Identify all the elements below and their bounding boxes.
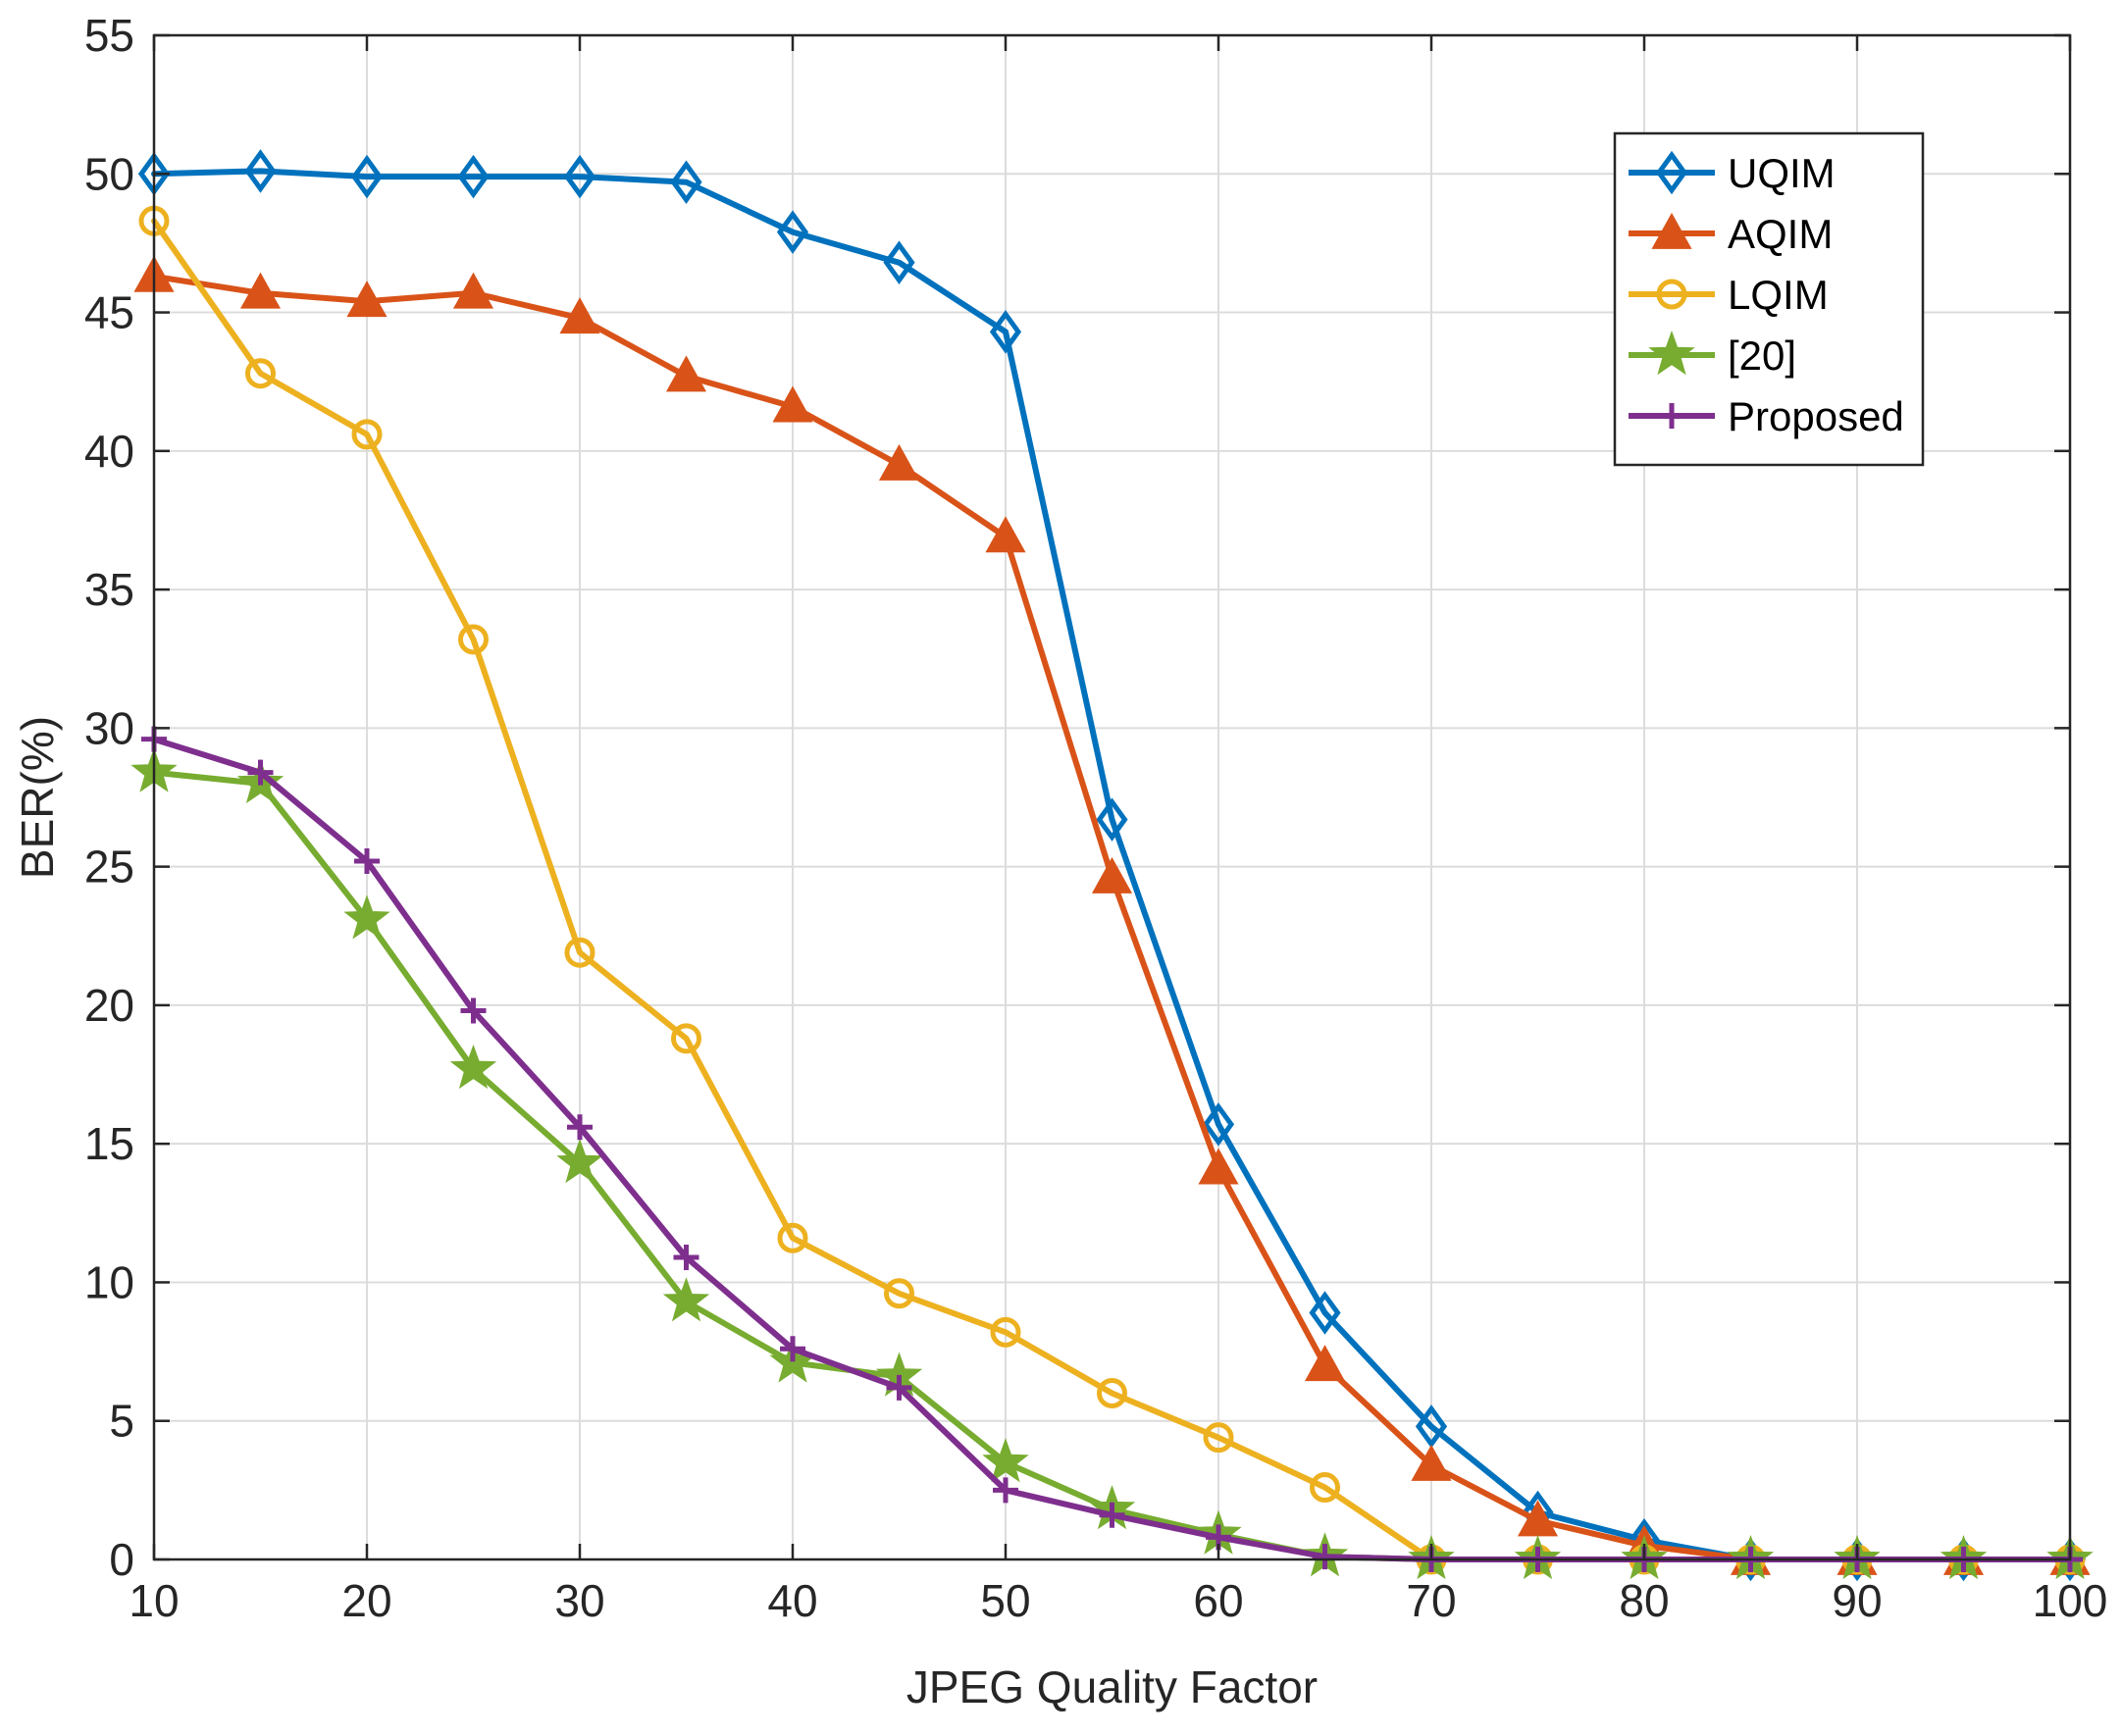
data-point-20 xyxy=(556,1139,603,1184)
y-tick-label: 5 xyxy=(109,1396,134,1447)
x-tick-label: 20 xyxy=(341,1575,391,1626)
y-tick-label: 15 xyxy=(84,1118,134,1169)
data-point-lqim xyxy=(1310,1472,1340,1504)
legend-marker-uqim xyxy=(1655,150,1688,195)
data-point-proposed xyxy=(567,1114,593,1141)
y-tick-label: 50 xyxy=(84,148,134,199)
data-point-aqim xyxy=(239,272,282,309)
data-point-lqim xyxy=(884,1278,914,1309)
y-tick-label: 20 xyxy=(84,980,134,1031)
data-point-20 xyxy=(982,1438,1029,1483)
data-point-lqim xyxy=(564,937,595,968)
data-point-aqim xyxy=(1517,1500,1559,1537)
data-point-uqim xyxy=(457,154,490,199)
data-point-uqim xyxy=(244,149,277,193)
legend-box xyxy=(1613,131,1925,467)
y-tick-label: 45 xyxy=(84,287,134,338)
axes-box xyxy=(152,33,2072,1561)
x-tick-label: 80 xyxy=(1619,1575,1669,1626)
legend-label-uqim: UQIM xyxy=(1728,150,1836,196)
data-point-uqim xyxy=(776,210,809,254)
legend-marker-proposed xyxy=(1659,403,1684,429)
x-tick-label: 90 xyxy=(1832,1575,1882,1626)
y-tick-label: 10 xyxy=(84,1256,134,1307)
data-point-lqim xyxy=(351,419,383,450)
legend: UQIM AQIM LQIM [20] Proposed xyxy=(1613,131,1925,467)
data-point-aqim xyxy=(665,355,707,392)
data-point-uqim xyxy=(350,154,384,199)
legend-marker-aqim xyxy=(1651,212,1692,249)
legend-label-lqim: LQIM xyxy=(1728,272,1829,318)
data-point-aqim xyxy=(985,516,1026,553)
data-point-uqim xyxy=(1096,797,1128,842)
data-point-proposed xyxy=(993,1477,1018,1504)
legend-item-lqim: LQIM xyxy=(1629,272,1829,318)
x-tick-label: 100 xyxy=(2033,1575,2108,1626)
data-point-aqim xyxy=(1411,1444,1452,1481)
data-point-lqim xyxy=(1097,1377,1127,1408)
x-axis-label: JPEG Quality Factor xyxy=(906,1661,1318,1712)
x-tick-label: 50 xyxy=(980,1575,1030,1626)
data-point-proposed xyxy=(247,759,274,786)
data-point-20 xyxy=(662,1277,710,1322)
x-tick-label: 60 xyxy=(1193,1575,1243,1626)
data-point-20 xyxy=(449,1044,497,1090)
data-point-proposed xyxy=(354,847,380,874)
grid-lines xyxy=(153,34,2071,1560)
data-point-proposed xyxy=(460,997,487,1024)
x-tick-label: 40 xyxy=(767,1575,817,1626)
data-point-uqim xyxy=(670,160,702,205)
data-point-aqim xyxy=(878,443,920,481)
data-point-lqim xyxy=(245,358,276,389)
y-tick-label: 55 xyxy=(84,10,134,61)
data-point-uqim xyxy=(563,154,596,199)
data-point-aqim xyxy=(1304,1345,1346,1382)
data-point-aqim xyxy=(1198,1148,1239,1185)
x-tick-label: 30 xyxy=(554,1575,604,1626)
data-point-aqim xyxy=(452,272,494,309)
data-point-proposed xyxy=(780,1336,805,1362)
legend-marker-lqim xyxy=(1656,279,1687,310)
data-point-lqim xyxy=(1203,1422,1234,1454)
data-point-uqim xyxy=(883,240,915,284)
legend-label-proposed: Proposed xyxy=(1728,393,1904,439)
y-tick-label: 30 xyxy=(84,702,134,753)
legend-label-aqim: AQIM xyxy=(1728,211,1833,257)
data-point-aqim xyxy=(346,281,388,318)
data-point-aqim xyxy=(772,385,813,423)
y-tick-label: 35 xyxy=(84,564,134,615)
x-tick-label: 10 xyxy=(129,1575,179,1626)
x-axis-ticks: 10 20 30 40 50 60 70 80 90 100 xyxy=(129,35,2107,1626)
y-tick-label: 25 xyxy=(84,842,134,893)
legend-item-proposed: Proposed xyxy=(1629,393,1904,439)
data-point-aqim xyxy=(1091,856,1133,894)
data-point-20 xyxy=(343,894,390,940)
legend-marker-20 xyxy=(1648,331,1695,376)
data-point-uqim xyxy=(1202,1102,1235,1147)
data-point-lqim xyxy=(777,1222,808,1253)
data-point-proposed xyxy=(886,1374,912,1401)
legend-item-uqim: UQIM xyxy=(1629,150,1836,196)
y-axis-ticks: 0 5 10 15 20 25 30 35 40 45 50 55 xyxy=(84,10,2070,1585)
y-tick-label: 0 xyxy=(109,1534,134,1585)
x-tick-label: 70 xyxy=(1406,1575,1456,1626)
data-point-proposed xyxy=(1312,1544,1338,1570)
legend-item-aqim: AQIM xyxy=(1629,211,1833,257)
data-point-aqim xyxy=(559,297,600,334)
legend-item-20: [20] xyxy=(1629,331,1796,379)
data-point-uqim xyxy=(1309,1291,1341,1335)
data-point-lqim xyxy=(458,624,489,655)
data-point-proposed xyxy=(673,1245,699,1271)
data-point-uqim xyxy=(1415,1404,1448,1449)
data-point-proposed xyxy=(1099,1502,1125,1528)
y-tick-label: 40 xyxy=(84,426,134,477)
y-axis-label: BER(%) xyxy=(12,716,63,879)
data-point-lqim xyxy=(990,1316,1021,1348)
data-point-lqim xyxy=(671,1023,701,1054)
legend-label-20: [20] xyxy=(1728,332,1796,379)
data-point-uqim xyxy=(989,310,1022,354)
